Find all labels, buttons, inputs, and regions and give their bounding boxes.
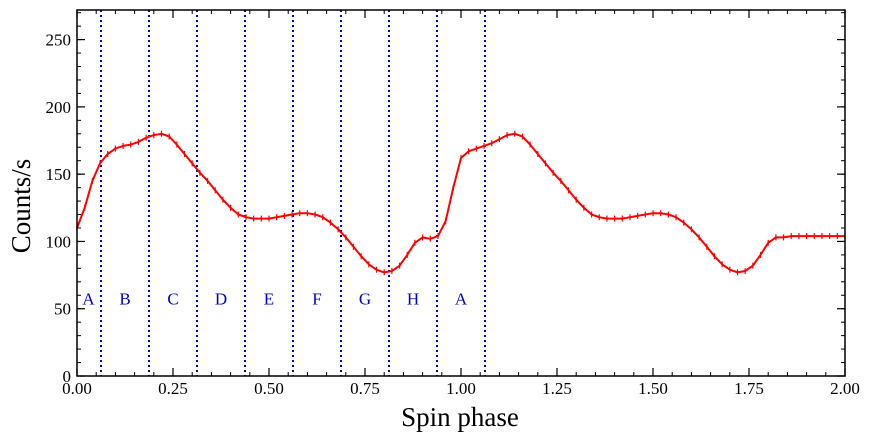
y-tick-label-0: 0 <box>63 367 72 386</box>
series-layer <box>76 130 846 276</box>
region-label-8: A <box>455 290 468 309</box>
phase-boundary-lines <box>100 10 486 376</box>
y-tick-label-5: 250 <box>46 31 72 50</box>
y-tick-label-4: 200 <box>46 98 72 117</box>
x-tick-label-4: 1.00 <box>446 379 476 398</box>
region-label-4: E <box>264 290 274 309</box>
y-tick-label-1: 50 <box>54 300 71 319</box>
region-label-6: G <box>359 290 371 309</box>
region-label-2: C <box>167 290 178 309</box>
y-axis-label: Counts/s <box>6 159 36 254</box>
region-label-0: A <box>82 290 95 309</box>
x-tick-label-0: 0.00 <box>62 379 92 398</box>
x-tick-label-1: 0.25 <box>158 379 188 398</box>
region-label-3: D <box>215 290 227 309</box>
x-tick-label-7: 1.75 <box>734 379 764 398</box>
x-tick-label-2: 0.50 <box>254 379 284 398</box>
x-axis-label: Spin phase <box>401 402 519 432</box>
x-tick-label-3: 0.75 <box>350 379 380 398</box>
series-line-0 <box>76 132 845 274</box>
plot-frame <box>76 9 846 377</box>
y-tick-label-3: 150 <box>46 165 72 184</box>
y-tick-label-2: 100 <box>46 232 72 251</box>
x-tick-label-6: 1.50 <box>638 379 668 398</box>
x-tick-label-5: 1.25 <box>542 379 572 398</box>
region-label-7: H <box>407 290 419 309</box>
region-label-5: F <box>312 290 321 309</box>
x-tick-label-8: 2.00 <box>830 379 860 398</box>
axes: 0.00 0.25 0.50 0.75 1.00 1.25 1.50 1.75 2.00 0 50 1… <box>46 9 860 398</box>
region-label-1: B <box>119 290 130 309</box>
